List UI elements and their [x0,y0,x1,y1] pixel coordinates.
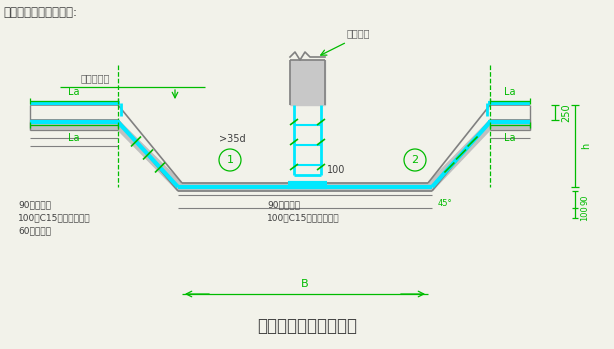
Text: B: B [301,279,309,289]
Polygon shape [118,120,490,191]
Text: 独立基础与防水板连接:: 独立基础与防水板连接: [3,6,77,19]
Text: 100: 100 [580,205,589,221]
Text: 45°: 45° [438,199,453,208]
Text: 100: 100 [327,165,345,175]
Text: La: La [68,133,80,143]
Text: 独基与防潮板交接大样: 独基与防潮板交接大样 [257,317,357,335]
Text: 1: 1 [227,155,233,165]
Text: La: La [68,87,80,97]
Text: 详防水底板: 详防水底板 [80,73,110,83]
Text: 90厚防水层: 90厚防水层 [267,200,300,209]
Polygon shape [30,120,118,130]
Text: 100厚C15素混凝土垫层: 100厚C15素混凝土垫层 [267,213,340,222]
Text: La: La [504,133,516,143]
Text: 2: 2 [411,155,419,165]
Polygon shape [490,120,530,130]
Text: 同柱配筋: 同柱配筋 [347,28,370,38]
Text: La: La [504,87,516,97]
Polygon shape [290,60,325,105]
Text: h: h [581,143,591,149]
Text: 90: 90 [580,194,589,205]
Text: 250: 250 [561,103,571,122]
Text: >35d: >35d [219,134,246,144]
Text: 60厚聚苯板: 60厚聚苯板 [18,226,51,235]
Text: 90厚防水层: 90厚防水层 [18,200,51,209]
Text: 100厚C15素混凝土垫层: 100厚C15素混凝土垫层 [18,213,91,222]
